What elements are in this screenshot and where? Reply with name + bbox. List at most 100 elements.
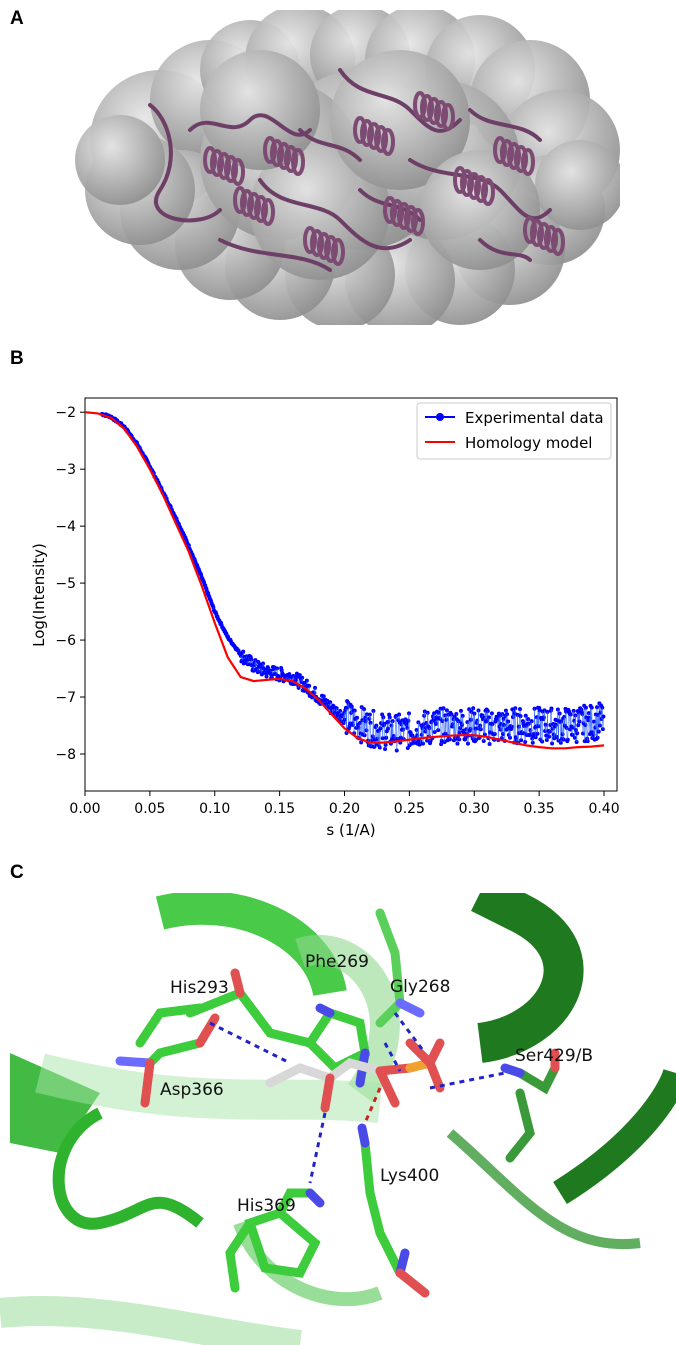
helix-coil	[317, 232, 331, 260]
y-axis-label: Log(Intensity)	[30, 543, 48, 647]
experimental-point	[397, 712, 402, 717]
experimental-line-segment	[584, 724, 586, 742]
experimental-line-segment	[407, 720, 409, 748]
experimental-line-segment	[441, 708, 444, 722]
helix-coil	[514, 145, 528, 173]
protein-ribbon	[188, 113, 312, 137]
helix-coil	[231, 158, 245, 186]
helix-coil	[507, 142, 521, 170]
experimental-line-segment	[524, 715, 527, 743]
x-tick-label: 0.05	[134, 801, 165, 817]
experimental-point	[382, 721, 387, 726]
x-tick-label: 0.25	[394, 801, 425, 817]
experimental-line-segment	[440, 708, 442, 745]
legend: Experimental data Homology model	[416, 402, 612, 460]
experimental-point	[601, 714, 606, 719]
legend-marker-experimental	[436, 413, 444, 421]
residue-label-lys400: Lys400	[380, 1166, 439, 1186]
experimental-line-segment	[550, 710, 552, 726]
helix-coil	[303, 226, 317, 254]
experimental-point	[186, 543, 191, 548]
helix-coil	[460, 169, 474, 197]
experimental-point	[478, 727, 483, 732]
experimental-line-segment	[437, 712, 440, 731]
panel-label-b: B	[10, 348, 24, 369]
helix-coil	[441, 103, 455, 131]
y-tick-label: −8	[55, 747, 76, 763]
helix-coil	[310, 229, 324, 257]
experimental-point	[372, 744, 377, 749]
experimental-line-segment	[471, 711, 473, 736]
homology-model-line	[84, 411, 605, 750]
binding-site-image: His293 Phe269 Gly268 Ser429/B Asp366 His…	[0, 893, 676, 1345]
experimental-line-segment	[353, 710, 355, 734]
experimental-line-segment	[556, 720, 558, 737]
experimental-line-segment	[540, 717, 542, 740]
experimental-line-segment	[441, 721, 443, 741]
helix-coil	[367, 122, 381, 150]
residue-label-his369: His369	[237, 1196, 296, 1216]
helix-coil	[411, 208, 425, 236]
experimental-line-segment	[551, 708, 553, 744]
experimental-point	[561, 737, 566, 742]
experimental-line-segment	[520, 716, 522, 741]
x-tick-label: 0.20	[329, 801, 360, 817]
experimental-line-segment	[361, 720, 364, 735]
experimental-point	[492, 732, 497, 737]
experimental-line-segment	[519, 709, 521, 734]
x-axis-label: s (1/A)	[326, 821, 375, 839]
experimental-line-segment	[575, 715, 577, 731]
experimental-line-segment	[379, 728, 381, 748]
experimental-line-segment	[366, 714, 368, 742]
experimental-line-segment	[389, 717, 391, 742]
helix-coil	[360, 119, 374, 147]
experimental-point	[526, 721, 531, 726]
experimental-point	[486, 715, 491, 720]
y-tick-label: −5	[55, 576, 76, 592]
protein-structure-image	[60, 5, 625, 335]
experimental-point	[506, 719, 511, 724]
experimental-point	[570, 732, 575, 737]
y-tick-label: −4	[55, 519, 76, 535]
experimental-point	[595, 705, 600, 710]
residue-label-ser429b: Ser429/B	[515, 1046, 593, 1066]
experimental-line-segment	[382, 717, 384, 739]
experimental-line-segment	[478, 710, 480, 739]
experimental-point	[509, 724, 514, 729]
experimental-point	[596, 729, 601, 734]
experimental-point	[571, 725, 576, 730]
experimental-point	[374, 723, 379, 728]
x-tick-label: 0.10	[199, 801, 230, 817]
experimental-point	[363, 715, 368, 720]
experimental-line-segment	[427, 712, 429, 727]
helix-coil	[240, 189, 254, 217]
experimental-line-segment	[514, 708, 517, 738]
legend-label-experimental: Experimental data	[465, 409, 604, 427]
experimental-line-segment	[534, 708, 536, 728]
experimental-line-segment	[494, 721, 496, 735]
helix-coil	[530, 219, 544, 247]
helix-coil	[544, 225, 558, 253]
experimental-point	[407, 711, 412, 716]
helix-coil	[500, 139, 514, 167]
protein-ribbon	[148, 103, 222, 223]
experimental-point	[275, 666, 280, 671]
experimental-line-segment	[565, 711, 567, 728]
experimental-line-segment	[544, 710, 546, 731]
residue-label-phe269: Phe269	[305, 952, 369, 972]
helix-coil	[210, 149, 224, 177]
experimental-point	[296, 685, 301, 690]
helix-coil	[247, 192, 261, 220]
experimental-line-segment	[443, 708, 445, 735]
experimental-line-segment	[602, 716, 604, 730]
experimental-point	[523, 713, 528, 718]
helix-coil	[474, 175, 488, 203]
y-tick-label: −3	[55, 462, 76, 478]
protein-ribbon	[258, 178, 412, 251]
x-tick-label: 0.15	[264, 801, 295, 817]
experimental-point	[378, 726, 383, 731]
helix-coil	[383, 196, 397, 224]
helix-coil	[270, 139, 284, 167]
experimental-point	[549, 706, 554, 711]
helix-coil	[324, 235, 338, 263]
